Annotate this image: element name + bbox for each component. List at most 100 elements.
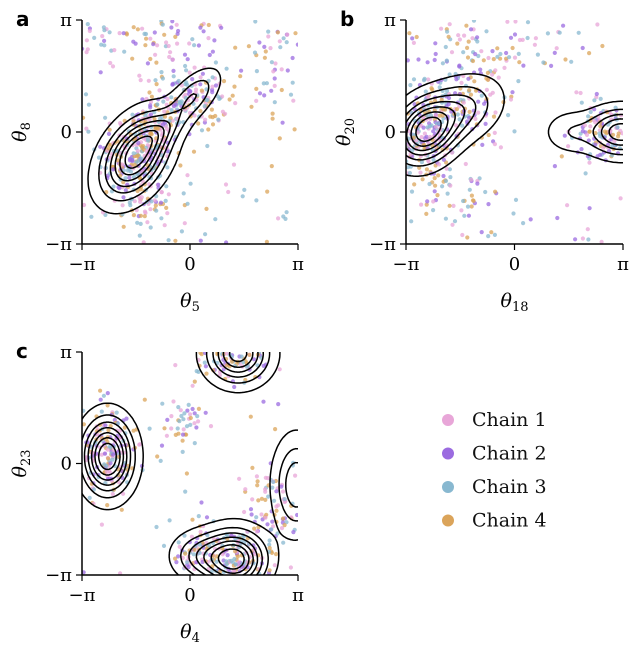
scatter-point <box>171 68 176 73</box>
scatter-point <box>131 151 136 156</box>
scatter-point <box>290 80 295 85</box>
scatter-point <box>201 29 206 34</box>
scatter-point <box>592 107 597 112</box>
scatter-point <box>566 144 571 149</box>
scatter-point <box>583 171 588 176</box>
scatter-point <box>204 371 209 376</box>
scatter-point <box>165 96 170 102</box>
panel-letter: c <box>16 339 28 363</box>
contour-line <box>406 100 623 156</box>
scatter-point <box>192 421 197 426</box>
scatter-point <box>121 491 126 496</box>
scatter-point <box>416 57 421 62</box>
legend: Chain 1 Chain 2 Chain 3 Chain 4 <box>442 409 547 532</box>
legend-marker <box>442 514 454 527</box>
scatter-point <box>290 55 295 61</box>
scatter-point <box>532 42 538 47</box>
scatter-point <box>426 159 431 164</box>
scatter-point <box>108 60 113 66</box>
scatter-point <box>469 177 474 182</box>
scatter-point <box>149 94 154 99</box>
scatter-point <box>196 514 201 519</box>
scatter-point <box>272 563 277 568</box>
scatter-point <box>247 352 252 357</box>
scatter-point <box>453 123 459 128</box>
scatter-point <box>441 157 446 162</box>
scatter-point <box>176 540 181 545</box>
scatter-point <box>210 75 215 80</box>
scatter-point <box>182 52 188 57</box>
scatter-point <box>106 131 112 136</box>
scatter-point <box>525 35 530 41</box>
scatter-point <box>165 126 170 132</box>
scatter-point <box>579 147 584 152</box>
scatter-point <box>273 61 278 66</box>
scatter-point <box>153 52 158 57</box>
scatter-point <box>473 52 478 57</box>
scatter-point <box>207 52 212 58</box>
scatter-point <box>485 77 491 82</box>
scatter-point <box>86 102 91 107</box>
scatter-point <box>198 238 203 243</box>
scatter-point <box>254 515 259 520</box>
scatter-point <box>185 201 190 206</box>
x-tick-label: 0 <box>184 585 195 606</box>
scatter-point <box>229 558 234 564</box>
scatter-point <box>111 167 116 172</box>
scatter-point <box>196 43 201 48</box>
scatter-point <box>179 413 184 419</box>
scatter-point <box>170 57 175 62</box>
scatter-point <box>433 51 438 57</box>
scatter-point <box>479 93 484 98</box>
scatter-point <box>189 534 194 539</box>
scatter-point <box>248 507 254 512</box>
scatter-point <box>443 178 449 184</box>
scatter-point <box>414 34 419 40</box>
scatter-point <box>185 57 190 62</box>
scatter-point <box>214 559 219 564</box>
scatter-point <box>486 202 491 207</box>
scatter-point <box>473 116 478 121</box>
scatter-point <box>587 129 592 134</box>
scatter-point <box>454 107 459 112</box>
scatter-point <box>192 379 197 384</box>
scatter-point <box>465 204 471 209</box>
scatter-point <box>432 176 437 181</box>
scatter-point <box>467 115 472 120</box>
scatter-point <box>265 476 270 481</box>
scatter-point <box>166 238 171 243</box>
scatter-point <box>199 352 204 357</box>
scatter-point <box>427 181 432 187</box>
panel-b: −π 0 π −π 0 π θ18 θ20 b <box>333 7 629 315</box>
scatter-point <box>219 25 224 30</box>
scatter-point <box>154 82 159 87</box>
scatter-point <box>475 35 480 40</box>
scatter-point <box>267 568 272 573</box>
scatter-point <box>432 189 437 194</box>
scatter-point <box>281 540 286 545</box>
scatter-point <box>255 483 260 488</box>
scatter-point <box>182 411 187 416</box>
scatter-point <box>464 23 469 28</box>
scatter-point <box>159 216 164 221</box>
scatter-point <box>283 216 288 221</box>
scatter-point <box>277 39 282 44</box>
scatter-point <box>256 498 261 503</box>
scatter-point <box>275 531 280 536</box>
scatter-point <box>127 200 132 205</box>
scatter-point <box>120 203 125 208</box>
scatter-point <box>106 456 111 461</box>
scatter-point <box>266 34 271 39</box>
legend-label: Chain 3 <box>472 476 547 498</box>
scatter-point <box>585 227 590 232</box>
scatter-point <box>521 221 526 226</box>
scatter-point <box>265 522 270 527</box>
scatter-point <box>148 36 153 41</box>
scatter-point <box>192 43 197 48</box>
scatter-point <box>190 77 195 82</box>
scatter-point <box>180 449 185 454</box>
contour-line <box>87 67 222 215</box>
scatter-point <box>470 36 475 41</box>
scatter-point <box>274 552 279 557</box>
scatter-point <box>444 58 449 63</box>
